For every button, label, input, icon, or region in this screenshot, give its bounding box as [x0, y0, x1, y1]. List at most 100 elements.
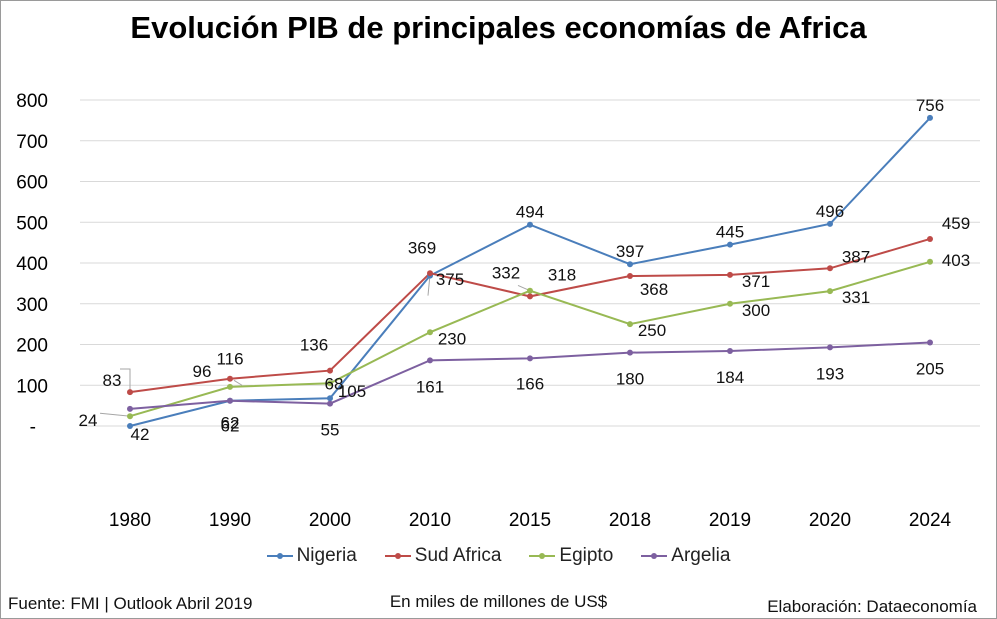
data-point-sud-africa — [927, 235, 933, 242]
data-label-nigeria: 494 — [516, 203, 544, 222]
data-point-sud-africa — [827, 265, 833, 272]
data-point-sud-africa — [427, 270, 433, 277]
legend: Nigeria Sud Africa Egipto Argelia — [0, 545, 997, 567]
data-label-sud-africa: 116 — [216, 350, 243, 369]
legend-label-nigeria: Nigeria — [296, 545, 357, 566]
y-tick-label: 800 — [16, 91, 48, 112]
data-label-argelia: 166 — [516, 374, 544, 393]
data-label-egipto: 230 — [438, 329, 466, 348]
data-label-egipto: 96 — [193, 362, 212, 381]
legend-swatch-egipto — [529, 551, 556, 561]
data-point-egipto — [827, 288, 833, 295]
data-point-sud-africa — [627, 273, 633, 280]
data-point-egipto — [927, 258, 933, 265]
data-point-argelia — [127, 405, 133, 412]
data-label-sud-africa: 375 — [436, 270, 464, 289]
x-tick-label: 2000 — [309, 510, 351, 531]
leader-line — [233, 379, 243, 386]
y-tick-label: 700 — [16, 132, 48, 153]
data-label-nigeria: 756 — [916, 96, 944, 115]
chart-title: Evolución PIB de principales economías d… — [130, 10, 867, 45]
data-label-argelia: 193 — [816, 364, 844, 383]
y-tick-label: 200 — [16, 336, 48, 357]
data-point-argelia — [627, 349, 633, 356]
data-label-argelia: 62 — [221, 417, 240, 436]
data-point-sud-africa — [527, 293, 533, 300]
data-point-nigeria — [527, 221, 533, 228]
data-label-egipto: 24 — [79, 411, 98, 430]
data-label-sud-africa: 83 — [103, 371, 122, 390]
legend-label-argelia: Argelia — [671, 545, 731, 566]
data-label-egipto: 331 — [842, 288, 870, 307]
data-label-nigeria: 62 — [221, 414, 240, 433]
data-label-sud-africa: 368 — [640, 280, 668, 299]
data-label-argelia: 180 — [616, 370, 644, 389]
leader-line — [120, 368, 131, 393]
data-point-sud-africa — [227, 375, 233, 382]
data-point-egipto — [327, 380, 333, 387]
data-point-egipto — [227, 383, 233, 390]
data-label-sud-africa: 459 — [942, 214, 970, 233]
data-label-nigeria: 397 — [616, 242, 644, 261]
data-label-sud-africa: 136 — [300, 336, 328, 355]
y-tick-label: 400 — [16, 254, 48, 275]
data-label-egipto: 250 — [638, 321, 666, 340]
legend-label-sud-africa: Sud Africa — [414, 545, 502, 566]
data-point-egipto — [627, 321, 633, 328]
leader-line — [99, 412, 131, 417]
legend-swatch-argelia — [641, 551, 668, 561]
data-label-argelia: 161 — [416, 377, 444, 396]
data-label-argelia: 55 — [321, 421, 340, 440]
x-tick-label: 2015 — [509, 510, 551, 531]
data-label-sud-africa: 318 — [548, 265, 576, 284]
data-label-sud-africa: 387 — [842, 247, 870, 266]
legend-item-egipto[interactable]: Egipto — [529, 545, 613, 567]
series-line-sud-africa — [129, 237, 931, 394]
data-point-nigeria — [827, 220, 833, 227]
legend-label-egipto: Egipto — [559, 545, 614, 566]
data-point-sud-africa — [327, 367, 333, 374]
data-label-egipto: 300 — [742, 301, 770, 320]
x-tick-label: 2024 — [909, 510, 952, 531]
data-point-sud-africa — [727, 271, 733, 278]
data-label-argelia: 205 — [916, 359, 944, 378]
data-point-nigeria — [627, 261, 633, 268]
data-point-egipto — [427, 329, 433, 336]
data-point-egipto — [127, 413, 133, 420]
legend-item-sud-africa[interactable]: Sud Africa — [384, 545, 502, 567]
x-tick-label: 2019 — [709, 510, 751, 531]
data-label-nigeria-2000: 68 — [325, 375, 344, 394]
series-points — [127, 114, 933, 429]
data-label-argelia: 184 — [716, 368, 744, 387]
data-point-nigeria — [927, 114, 933, 121]
data-point-argelia — [727, 348, 733, 355]
footer-units: En miles de millones de US$ — [389, 592, 608, 611]
data-point-nigeria — [327, 395, 333, 402]
x-tick-label: 1980 — [109, 510, 151, 531]
legend-item-nigeria[interactable]: Nigeria — [266, 545, 357, 567]
x-axis-labels: 1980 1990 2000 2010 2015 2018 2019 2020 2024 — [109, 510, 952, 531]
y-tick-label: - — [30, 417, 36, 438]
data-point-argelia — [227, 397, 233, 404]
data-label-egipto: 332 — [492, 264, 520, 283]
legend-swatch-nigeria — [266, 551, 293, 561]
data-labels: 42 62 369 494 397 445 496 756 83 116 136 375 318 368 3… — [79, 96, 971, 444]
footer-source: Fuente: FMI | Outlook Abril 2019 — [8, 594, 253, 613]
data-point-argelia — [927, 339, 933, 346]
data-point-sud-africa — [127, 389, 133, 396]
y-tick-label: 100 — [16, 376, 48, 397]
x-tick-label: 2010 — [409, 510, 451, 531]
data-point-argelia — [427, 357, 433, 364]
data-point-argelia — [527, 355, 533, 362]
data-point-egipto — [527, 287, 533, 294]
y-tick-label: 600 — [16, 173, 48, 194]
legend-item-argelia[interactable]: Argelia — [641, 545, 730, 567]
data-point-argelia — [327, 400, 333, 407]
data-label-egipto: 105 — [338, 382, 366, 401]
data-label-nigeria: 496 — [816, 202, 844, 221]
data-point-egipto — [727, 300, 733, 307]
legend-swatch-sud-africa — [384, 551, 411, 561]
data-label-egipto: 403 — [942, 251, 970, 270]
